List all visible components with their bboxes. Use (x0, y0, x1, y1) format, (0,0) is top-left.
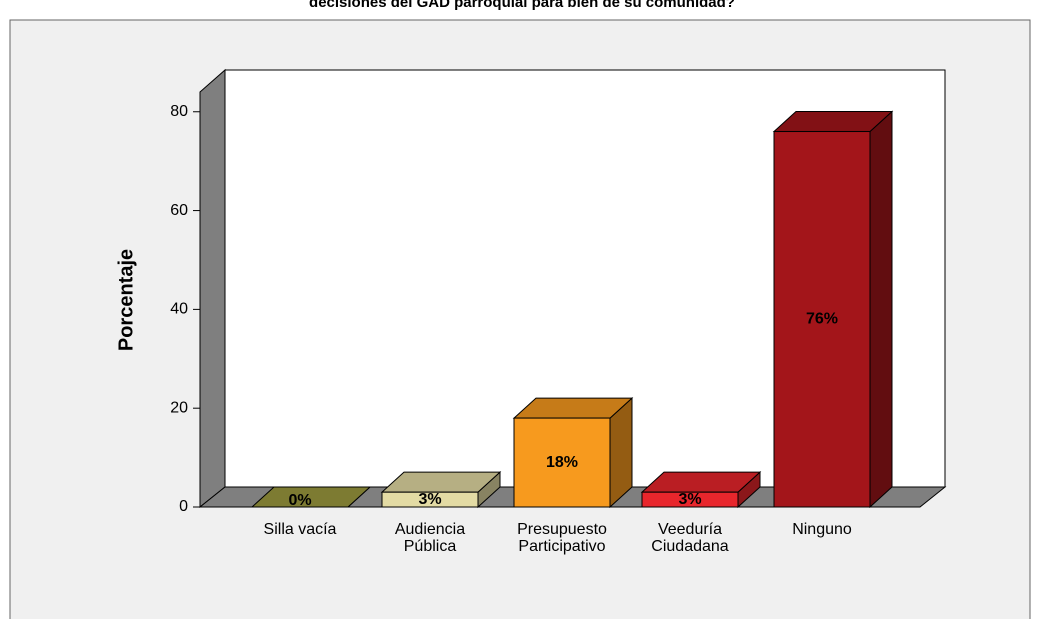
bar-top (250, 486, 372, 508)
y-tick-label: 0 (179, 498, 188, 515)
x-tick-label: Silla vacía (263, 521, 337, 538)
bar-side (869, 110, 893, 509)
data-label: 76% (806, 310, 838, 327)
y-tick-label: 40 (170, 301, 188, 318)
y-tick-label: 60 (170, 202, 188, 219)
x-tick-label: Audiencia Pública (394, 521, 466, 555)
bar (773, 131, 871, 508)
data-label: 0% (288, 492, 311, 509)
bar (641, 491, 739, 508)
x-tick-label: Presupuesto Participativo (517, 521, 607, 555)
bar (381, 491, 479, 508)
bar (513, 417, 611, 508)
y-tick-label: 80 (170, 103, 188, 120)
x-tick-label: Ninguno (792, 521, 852, 538)
x-tick-label: Veeduría Ciudadana (651, 521, 729, 555)
y-tick-label: 20 (170, 399, 188, 416)
y-axis-title: Porcentaje (115, 249, 137, 351)
side-wall (199, 68, 226, 509)
chart-title: decisiones del GAD parroquial para bien … (309, 0, 735, 11)
data-label: 3% (678, 491, 701, 508)
data-label: 18% (546, 454, 578, 471)
data-label: 3% (418, 491, 441, 508)
